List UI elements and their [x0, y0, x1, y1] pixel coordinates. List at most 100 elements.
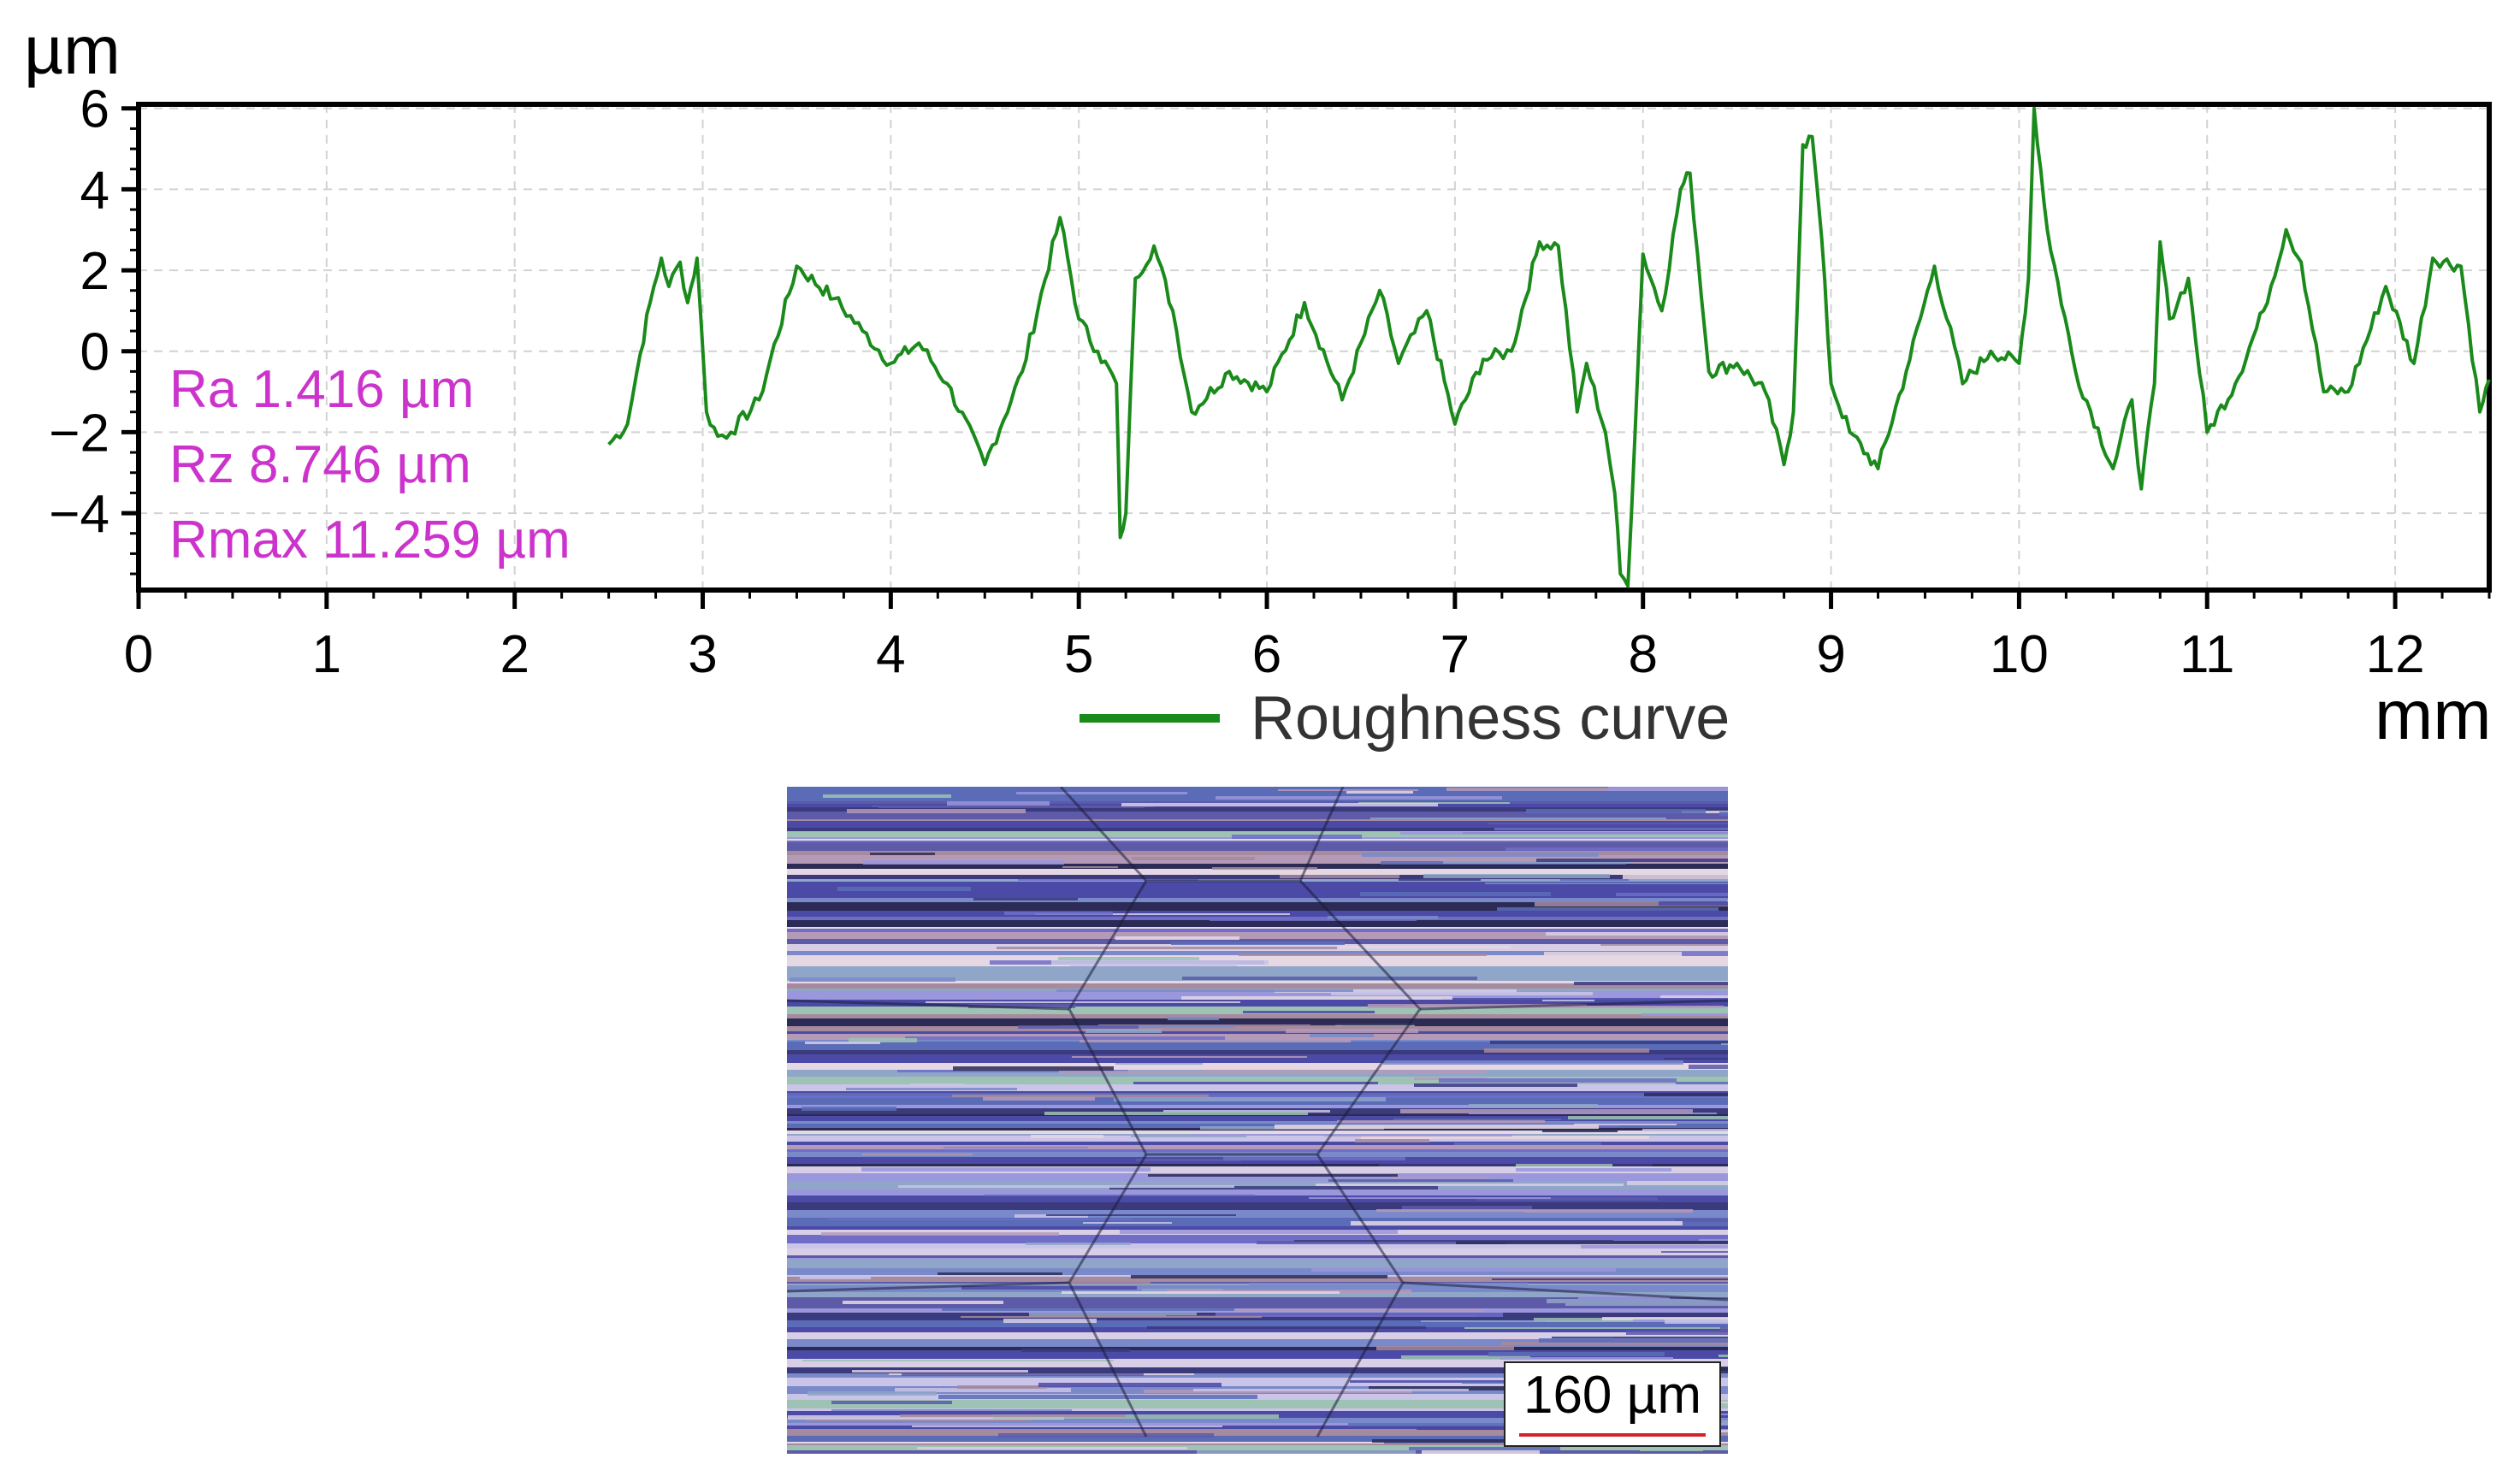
micrograph-streak: [806, 1420, 1031, 1421]
micrograph-streak: [1058, 957, 1199, 961]
micrograph-streak: [1600, 944, 1728, 946]
micrograph-stripe: [787, 929, 1728, 932]
micrograph-streak: [1660, 995, 1728, 999]
micrograph-streak: [1422, 1449, 1540, 1454]
micrograph-streak: [1331, 992, 1593, 995]
grain-boundary: [1419, 999, 1728, 1011]
micrograph-streak: [968, 1004, 1075, 1008]
micrograph-streak: [1286, 1426, 1545, 1429]
micrograph-streak: [1505, 847, 1728, 851]
grain-boundary: [787, 999, 1070, 1011]
micrograph-stripe: [787, 1018, 1728, 1026]
legend-label: Roughness curve: [1251, 684, 1730, 753]
micrograph-streak: [1056, 989, 1353, 992]
micrograph-texture: [787, 787, 1728, 1454]
micrograph-streak: [985, 1195, 1255, 1196]
micrograph-stripe: [787, 1077, 1728, 1084]
micrograph-stripe: [787, 1367, 1728, 1373]
micrograph-stripe: [787, 951, 1728, 955]
micrograph-streak: [1115, 1063, 1203, 1065]
micrograph-streak: [1546, 932, 1728, 936]
micrograph-streak: [1004, 912, 1113, 915]
micrograph-stripe: [787, 1436, 1728, 1438]
micrograph-streak: [1197, 1450, 1416, 1454]
micrograph-stripe: [787, 1285, 1728, 1292]
legend: Roughness curve: [1080, 684, 1730, 753]
micrograph-stripe: [787, 1426, 1728, 1429]
micrograph-streak: [1626, 1331, 1728, 1335]
micrograph-stripe: [787, 1116, 1728, 1121]
micrograph-streak: [790, 977, 955, 982]
micrograph-streak: [1535, 902, 1728, 906]
micrograph-streak: [1031, 1135, 1103, 1138]
micrograph-stripe: [787, 983, 1728, 989]
micrograph-stripe: [787, 1093, 1728, 1095]
micrograph-streak: [1131, 1275, 1387, 1278]
micrograph-stripe: [787, 1050, 1728, 1054]
micrograph-streak: [1476, 1197, 1658, 1201]
micrograph-stripe: [787, 1350, 1728, 1359]
micrograph-streak: [1490, 1041, 1728, 1044]
micrograph-stripe: [787, 1260, 1728, 1268]
micrograph-streak: [1682, 952, 1728, 956]
micrograph-streak: [1132, 857, 1255, 860]
micrograph-streak: [1115, 936, 1239, 940]
micrograph-streak: [1402, 1206, 1532, 1210]
micrograph-streak: [1046, 1214, 1236, 1216]
micrograph-streak: [1061, 1025, 1234, 1028]
micrograph-streak: [1203, 1070, 1486, 1074]
micrograph-streak: [1484, 1048, 1649, 1053]
micrograph-streak: [1147, 1326, 1426, 1329]
micrograph-streak: [1346, 791, 1413, 794]
micrograph-streak: [1278, 789, 1418, 791]
micrograph-streak: [1121, 1206, 1363, 1209]
micrograph-streak: [1391, 1177, 1489, 1178]
micrograph-streak: [898, 1185, 1234, 1188]
micrograph-streak: [1623, 875, 1728, 879]
micrograph-streak: [1421, 1320, 1546, 1322]
micrograph-streak: [847, 809, 1026, 813]
micrograph-stripe: [787, 1031, 1728, 1034]
micrograph-stripe: [787, 1145, 1728, 1149]
micrograph-streak: [1560, 879, 1629, 881]
micrograph-streak: [900, 1414, 1126, 1417]
micrograph-streak: [1131, 1136, 1246, 1137]
micrograph-streak: [861, 1167, 1151, 1172]
micrograph-stripe: [787, 1373, 1728, 1378]
micrograph-streak: [849, 1038, 917, 1042]
micrograph-streak: [1393, 1119, 1561, 1120]
micrograph-streak: [1454, 1142, 1601, 1145]
micrograph-streak: [1337, 1120, 1545, 1123]
micrograph-stripe: [787, 966, 1728, 974]
micrograph-stripe: [787, 920, 1728, 927]
micrograph-stripe: [787, 1164, 1728, 1166]
micrograph-streak: [1722, 1420, 1728, 1425]
micrograph-streak: [1536, 859, 1728, 862]
micrograph-stripe: [787, 1166, 1728, 1170]
micrograph-stripe: [787, 1258, 1728, 1260]
y-tick-label: −2: [49, 404, 109, 463]
scale-bar: 160 µm: [1504, 1361, 1721, 1447]
micrograph-streak: [1494, 828, 1728, 830]
micrograph-streak: [1469, 1113, 1717, 1114]
micrograph-stripe: [787, 839, 1728, 841]
micrograph-streak: [917, 1447, 1187, 1449]
micrograph-streak: [1328, 916, 1438, 919]
micrograph-streak: [1109, 1186, 1438, 1190]
micrograph-streak: [802, 1107, 896, 1111]
micrograph-streak: [953, 1066, 1114, 1071]
micrograph-streak: [1469, 1104, 1598, 1107]
micrograph-stripe: [787, 932, 1728, 939]
micrograph-streak: [821, 1232, 1059, 1236]
micrograph-stripe: [787, 882, 1728, 890]
micrograph-streak: [1355, 1139, 1429, 1142]
micrograph-streak: [1574, 1124, 1677, 1125]
micrograph-streak: [1409, 1447, 1560, 1450]
micrograph-streak: [1608, 787, 1728, 791]
micrograph-streak: [1399, 877, 1481, 881]
x-tick-label: 8: [1628, 625, 1657, 684]
micrograph-stripe: [787, 927, 1728, 929]
micrograph-streak: [1675, 1219, 1728, 1222]
micrograph-streak: [997, 947, 1337, 949]
grain-boundary: [787, 1281, 1070, 1293]
